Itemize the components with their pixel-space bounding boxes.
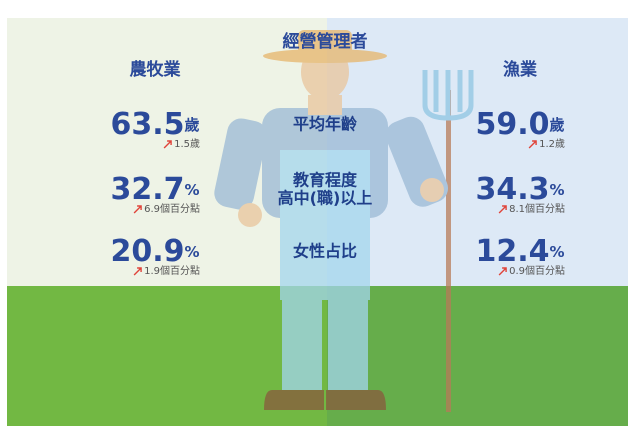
row-label: 教育程度 [293,171,358,190]
infographic: 經營管理者 農牧業 漁業 平均年齡63.5歲1.5歲59.0歲1.2歲教育程度高… [0,0,635,439]
column-label: 農牧業 [130,59,181,80]
value-number: 20.9 [110,234,184,269]
change: 1.2歲 [539,137,565,150]
row-label: 女性占比 [293,242,357,261]
value-unit: % [550,243,565,261]
value-unit: 歲 [550,116,565,134]
column-label: 漁業 [503,59,537,80]
title: 經營管理者 [283,31,368,52]
value-number: 32.7 [110,172,184,207]
value-unit: % [185,243,200,261]
value-unit: 歲 [185,116,200,134]
change: 1.9個百分點 [144,264,200,277]
value-number: 59.0 [475,107,549,142]
value-unit: % [185,181,200,199]
change: 8.1個百分點 [509,202,565,215]
change: 6.9個百分點 [144,202,200,215]
change: 1.5歲 [174,137,200,150]
value-number: 12.4 [475,234,549,269]
value-number: 63.5 [110,107,184,142]
row-label: 高中(職)以上 [278,189,373,208]
value-unit: % [550,181,565,199]
change: 0.9個百分點 [509,264,565,277]
value-number: 34.3 [475,172,549,207]
row-label: 平均年齡 [293,115,357,134]
